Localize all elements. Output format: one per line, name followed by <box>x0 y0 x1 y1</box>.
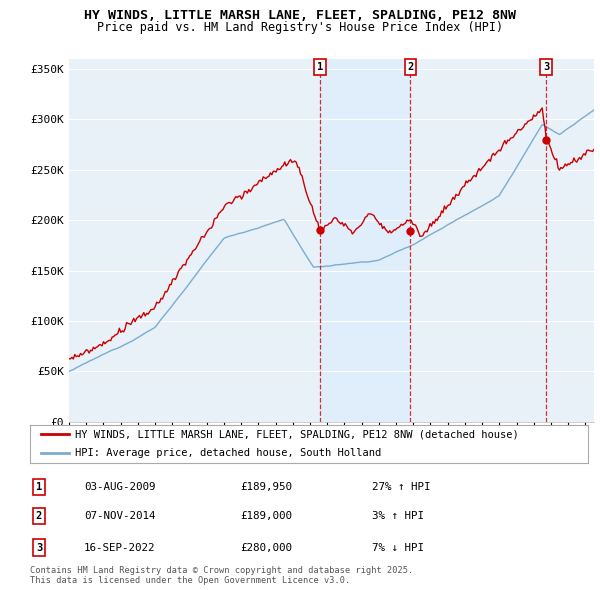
Text: HY WINDS, LITTLE MARSH LANE, FLEET, SPALDING, PE12 8NW (detached house): HY WINDS, LITTLE MARSH LANE, FLEET, SPAL… <box>74 429 518 439</box>
Text: 3: 3 <box>36 543 42 552</box>
Text: 27% ↑ HPI: 27% ↑ HPI <box>372 482 431 491</box>
Text: 03-AUG-2009: 03-AUG-2009 <box>84 482 155 491</box>
Text: HPI: Average price, detached house, South Holland: HPI: Average price, detached house, Sout… <box>74 448 381 458</box>
Text: £280,000: £280,000 <box>240 543 292 552</box>
Text: 1: 1 <box>36 482 42 491</box>
Bar <box>320 59 410 422</box>
Text: £189,950: £189,950 <box>240 482 292 491</box>
Text: Contains HM Land Registry data © Crown copyright and database right 2025.
This d: Contains HM Land Registry data © Crown c… <box>30 566 413 585</box>
Text: 7% ↓ HPI: 7% ↓ HPI <box>372 543 424 552</box>
Text: 07-NOV-2014: 07-NOV-2014 <box>84 512 155 521</box>
Text: 1: 1 <box>317 62 323 72</box>
Text: £189,000: £189,000 <box>240 512 292 521</box>
Text: 16-SEP-2022: 16-SEP-2022 <box>84 543 155 552</box>
Text: 3: 3 <box>543 62 549 72</box>
Text: HY WINDS, LITTLE MARSH LANE, FLEET, SPALDING, PE12 8NW: HY WINDS, LITTLE MARSH LANE, FLEET, SPAL… <box>84 9 516 22</box>
Text: 3% ↑ HPI: 3% ↑ HPI <box>372 512 424 521</box>
Text: 2: 2 <box>36 512 42 521</box>
Text: 2: 2 <box>407 62 413 72</box>
Text: Price paid vs. HM Land Registry's House Price Index (HPI): Price paid vs. HM Land Registry's House … <box>97 21 503 34</box>
